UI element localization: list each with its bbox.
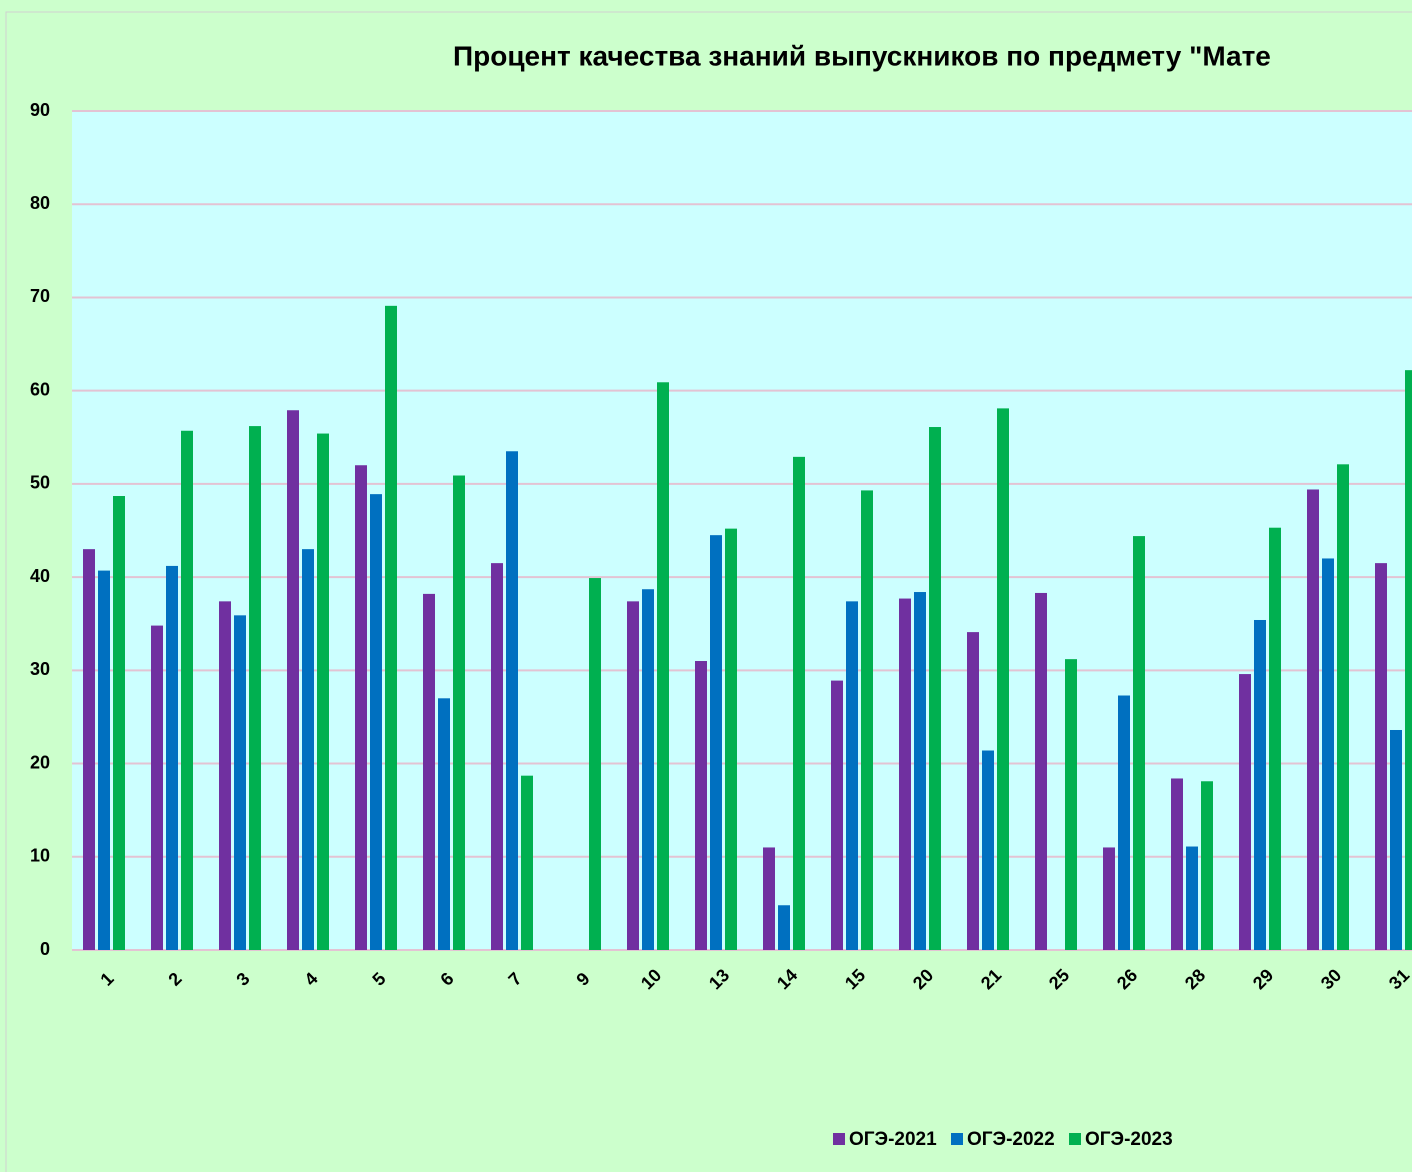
legend-label: ОГЭ-2021 (849, 1129, 937, 1150)
bar (899, 598, 911, 950)
bar (1375, 563, 1387, 950)
bar (302, 549, 314, 950)
bar (1065, 659, 1077, 950)
bar (219, 601, 231, 950)
y-tick-label: 70 (30, 286, 50, 306)
y-tick-label: 60 (30, 379, 50, 399)
bar (1239, 674, 1251, 950)
bar (453, 475, 465, 950)
bar (589, 578, 601, 950)
bar (725, 528, 737, 950)
bar (657, 382, 669, 950)
bar (438, 698, 450, 950)
bar (249, 426, 261, 950)
bar (1118, 695, 1130, 950)
bar (1337, 464, 1349, 950)
bar (1390, 729, 1402, 950)
bar (982, 750, 994, 950)
bar (929, 427, 941, 951)
bar (846, 601, 858, 950)
legend-swatch (951, 1133, 963, 1145)
bar (1186, 846, 1198, 950)
bar (181, 430, 193, 951)
bar (710, 535, 722, 950)
bar (317, 433, 329, 950)
bar (423, 593, 435, 950)
bar (642, 589, 654, 950)
bar (1035, 592, 1047, 950)
bar (997, 408, 1009, 950)
bar (1307, 489, 1319, 950)
bar (914, 592, 926, 950)
legend-label: ОГЭ-2022 (967, 1129, 1055, 1150)
y-tick-label: 0 (40, 939, 50, 959)
bar (1322, 558, 1334, 950)
legend-swatch (833, 1133, 845, 1145)
bar (627, 601, 639, 950)
bar (1201, 781, 1213, 950)
bar (967, 632, 979, 950)
bar (385, 305, 397, 950)
bar (763, 847, 775, 950)
bar (98, 570, 110, 950)
bar (151, 625, 163, 950)
bar (1171, 778, 1183, 950)
y-tick-label: 90 (30, 100, 50, 120)
bar (370, 494, 382, 950)
y-tick-label: 20 (30, 752, 50, 772)
bar (695, 661, 707, 950)
bar (1405, 370, 1412, 950)
bar (83, 549, 95, 950)
bar (521, 775, 533, 950)
bar (831, 680, 843, 950)
legend-label: ОГЭ-2023 (1085, 1129, 1173, 1150)
y-tick-label: 80 (30, 193, 50, 213)
bar (506, 451, 518, 950)
y-tick-label: 40 (30, 566, 50, 586)
bar (287, 410, 299, 950)
bar (1133, 536, 1145, 950)
y-tick-label: 10 (30, 846, 50, 866)
bar (113, 496, 125, 950)
chart-title: Процент качества знаний выпускников по п… (453, 40, 1271, 71)
bar (1103, 847, 1115, 950)
bar (1269, 527, 1281, 950)
bar (793, 456, 805, 950)
bar (355, 465, 367, 950)
bar (491, 563, 503, 950)
bar (861, 490, 873, 950)
legend-swatch (1069, 1133, 1081, 1145)
bar (234, 615, 246, 950)
y-tick-label: 30 (30, 659, 50, 679)
bar (778, 905, 790, 950)
bar (1254, 619, 1266, 950)
bar (166, 565, 178, 950)
y-tick-label: 50 (30, 473, 50, 493)
